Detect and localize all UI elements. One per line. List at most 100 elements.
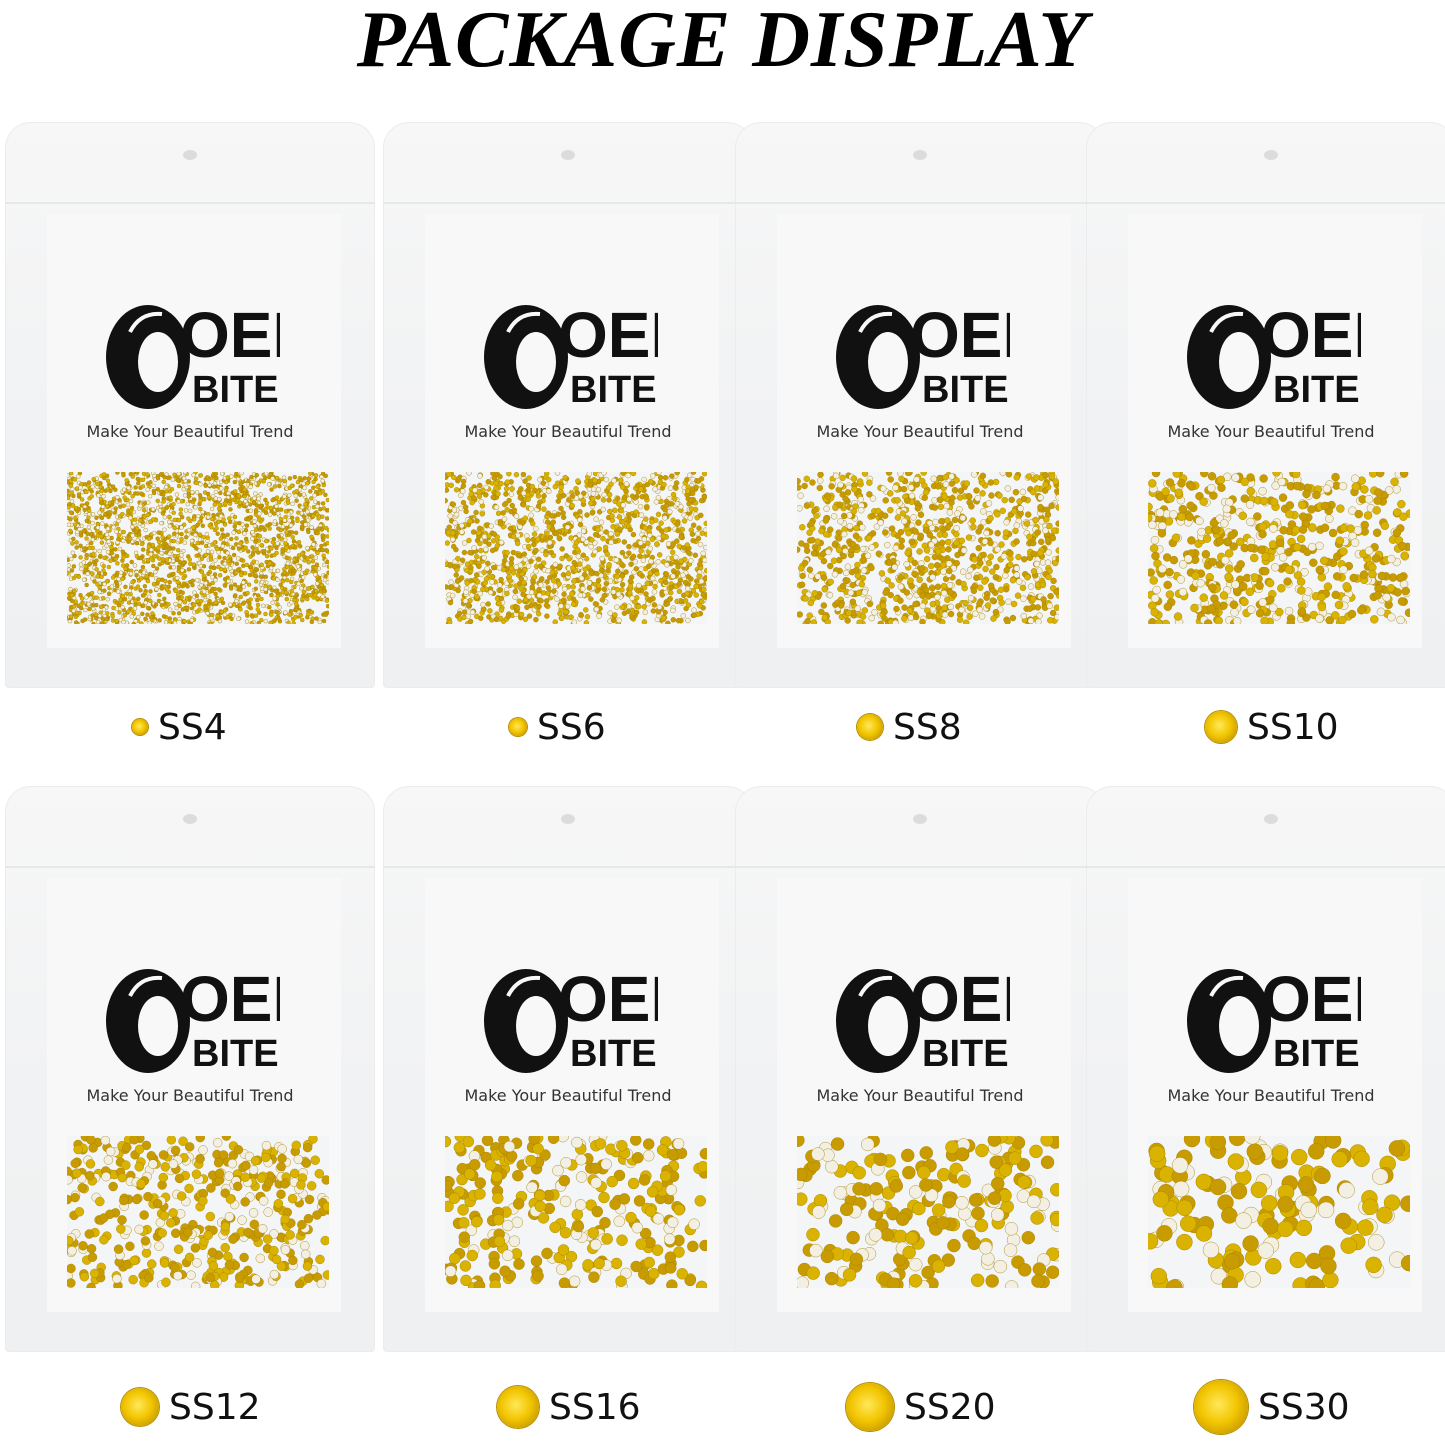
rhinestone xyxy=(592,548,598,555)
rhinestone xyxy=(215,531,220,536)
rhinestone xyxy=(78,485,83,490)
rhinestone xyxy=(190,582,195,588)
rhinestone xyxy=(238,541,243,546)
rhinestone xyxy=(117,610,122,615)
rhinestone xyxy=(573,539,580,546)
rhinestone xyxy=(226,578,231,584)
rhinestone xyxy=(595,486,602,493)
rhinestone xyxy=(155,580,160,586)
rhinestone xyxy=(703,531,707,537)
rhinestone xyxy=(641,476,647,483)
rhinestone xyxy=(216,550,221,555)
rhinestone xyxy=(282,494,287,499)
rhinestone xyxy=(295,564,301,569)
rhinestone xyxy=(620,502,627,508)
rhinestone xyxy=(531,574,538,580)
rhinestone xyxy=(997,586,1005,593)
rhinestone xyxy=(106,564,112,570)
rhinestone xyxy=(638,548,644,554)
rhinestone xyxy=(312,493,317,498)
rhinestone xyxy=(476,493,483,500)
rhinestone xyxy=(545,567,551,574)
rhinestone xyxy=(564,524,571,530)
rhinestone xyxy=(176,499,181,504)
rhinestone xyxy=(106,591,112,597)
rhinestone xyxy=(250,545,255,550)
rhinestone xyxy=(967,594,975,602)
rhinestone xyxy=(225,550,230,556)
rhinestone xyxy=(849,541,857,548)
rhinestone xyxy=(517,495,524,501)
rhinestone xyxy=(150,507,156,512)
rhinestone xyxy=(319,543,324,549)
rhinestone xyxy=(97,548,102,554)
rhinestone xyxy=(189,538,195,544)
rhinestone xyxy=(1225,564,1234,573)
rhinestone xyxy=(157,501,163,507)
rhinestone xyxy=(150,611,155,616)
rhinestone xyxy=(67,505,71,510)
rhinestone xyxy=(248,508,254,513)
rhinestone xyxy=(111,605,116,611)
rhinestone xyxy=(231,552,237,558)
rhinestone xyxy=(985,500,993,507)
rhinestone xyxy=(209,588,215,594)
rhinestone xyxy=(138,588,143,593)
rhinestone xyxy=(650,473,656,479)
rhinestone xyxy=(1021,555,1028,563)
rhinestone xyxy=(448,579,454,585)
rhinestone xyxy=(980,551,987,559)
rhinestone xyxy=(253,527,259,533)
rhinestone xyxy=(1032,516,1039,524)
rhinestone xyxy=(1037,494,1044,501)
rhinestone xyxy=(270,588,275,593)
rhinestone xyxy=(616,514,623,520)
rhinestone xyxy=(87,561,93,566)
rhinestone xyxy=(977,584,984,591)
rhinestone xyxy=(842,495,849,503)
rhinestone xyxy=(583,620,590,624)
rhinestone xyxy=(195,522,200,528)
rhinestone xyxy=(839,582,847,590)
zipper-seal xyxy=(1086,202,1445,204)
rhinestone xyxy=(99,515,105,521)
rhinestone xyxy=(222,555,227,561)
rhinestone xyxy=(832,472,840,480)
rhinestone xyxy=(450,530,456,536)
rhinestone xyxy=(1284,548,1293,557)
rhinestone xyxy=(1388,573,1398,582)
rhinestone xyxy=(1199,593,1208,602)
rhinestone xyxy=(319,582,325,588)
rhinestone xyxy=(81,528,87,534)
rhinestone xyxy=(532,487,538,494)
rhinestone xyxy=(477,473,483,479)
rhinestone xyxy=(643,516,649,522)
rhinestone xyxy=(459,557,466,563)
rhinestone xyxy=(249,474,254,480)
rhinestone xyxy=(172,525,177,531)
rhinestone xyxy=(238,594,243,600)
rhinestone-icon xyxy=(132,719,148,735)
rhinestone xyxy=(935,548,942,555)
rhinestone xyxy=(128,498,134,504)
rhinestone xyxy=(447,599,454,606)
rhinestone xyxy=(213,591,218,597)
rhinestone xyxy=(522,515,529,521)
rhinestone xyxy=(901,615,908,622)
rhinestone xyxy=(497,521,504,527)
rhinestone xyxy=(259,542,264,548)
rhinestone xyxy=(817,477,824,484)
rhinestone xyxy=(197,607,202,612)
rhinestone xyxy=(115,495,120,500)
rhinestone xyxy=(243,499,248,504)
rhinestone xyxy=(691,607,697,613)
rhinestone xyxy=(188,561,193,567)
rhinestone xyxy=(645,540,651,547)
rhinestone xyxy=(75,529,80,535)
rhinestone xyxy=(105,549,111,555)
rhinestone xyxy=(299,524,305,530)
rhinestone xyxy=(892,544,900,552)
rhinestone xyxy=(1026,605,1033,612)
rhinestone xyxy=(113,547,118,552)
rhinestone xyxy=(257,533,263,539)
